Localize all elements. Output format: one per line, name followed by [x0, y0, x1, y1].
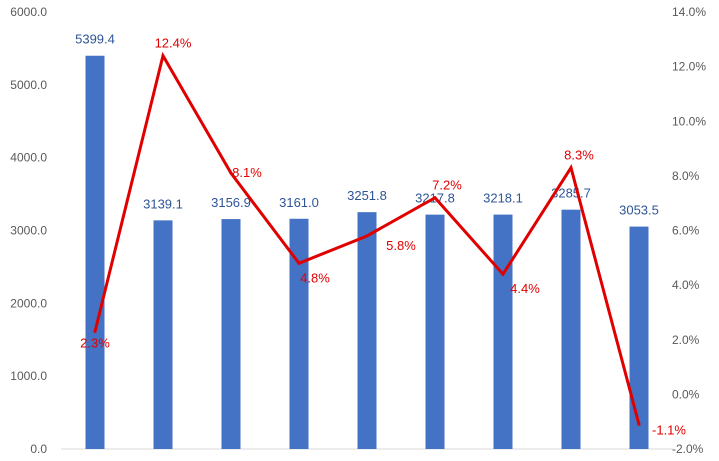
right-tick-label: 0.0% [672, 387, 700, 401]
line-point [501, 272, 505, 276]
line-value-label: -1.1% [652, 422, 686, 437]
left-tick-label: 0.0 [30, 442, 47, 456]
left-tick-label: 1000.0 [10, 369, 47, 383]
bar-value-label: 3161.0 [279, 195, 319, 210]
bar-series [85, 55, 649, 449]
line-point [637, 422, 641, 426]
right-tick-label: 6.0% [672, 224, 700, 238]
line-point [365, 234, 369, 238]
line-point [93, 330, 97, 334]
line-value-label: 4.4% [510, 281, 540, 296]
bar [629, 226, 649, 449]
bar [289, 218, 309, 449]
line-point [433, 196, 437, 200]
bar [357, 212, 377, 449]
line-value-label: 2.3% [80, 336, 110, 351]
bar [221, 219, 241, 449]
right-tick-label: 12.0% [672, 60, 706, 74]
line-series [93, 51, 641, 426]
right-tick-label: 2.0% [672, 333, 700, 347]
bar [85, 55, 105, 449]
left-tick-label: 2000.0 [10, 296, 47, 310]
bar-value-label: 3218.1 [483, 191, 523, 206]
right-tick-label: 10.0% [672, 114, 706, 128]
bar-value-label: 3156.9 [211, 195, 251, 210]
bar [561, 209, 581, 449]
line-data-labels: 2.3% 12.4% 8.1% 4.8% 5.8% 7.2% 4.4% 8.3% -1.1% [80, 36, 686, 438]
left-tick-label: 5000.0 [10, 78, 47, 92]
line-value-label: 12.4% [155, 36, 192, 51]
bar-value-label: 3251.8 [347, 188, 387, 203]
bar-value-label: 5399.4 [75, 32, 115, 47]
right-tick-label: 14.0% [672, 5, 706, 19]
line-point [297, 261, 301, 265]
right-tick-label: 8.0% [672, 169, 700, 183]
right-y-axis: -2.0% 0.0% 2.0% 4.0% 6.0% 8.0% 10.0% 12.0% 14.0% [672, 5, 706, 456]
right-tick-label: -2.0% [672, 442, 704, 456]
left-tick-label: 4000.0 [10, 151, 47, 165]
line-value-label: 5.8% [386, 238, 416, 253]
line-value-label: 8.3% [564, 148, 594, 163]
line-value-label: 8.1% [232, 165, 262, 180]
bar [493, 214, 513, 449]
bar-value-label: 3139.1 [143, 196, 183, 211]
bar-value-label: 3053.5 [619, 203, 659, 218]
bar [153, 220, 173, 449]
bar-value-label: 3285.7 [551, 186, 591, 201]
line-point [161, 54, 165, 58]
bar [425, 214, 445, 449]
line-point [229, 171, 233, 175]
line-value-label: 7.2% [432, 178, 462, 193]
line-value-label: 4.8% [300, 270, 330, 285]
right-tick-label: 4.0% [672, 278, 700, 292]
left-tick-label: 3000.0 [10, 224, 47, 238]
line-point [569, 166, 573, 170]
left-tick-label: 6000.0 [10, 5, 47, 19]
